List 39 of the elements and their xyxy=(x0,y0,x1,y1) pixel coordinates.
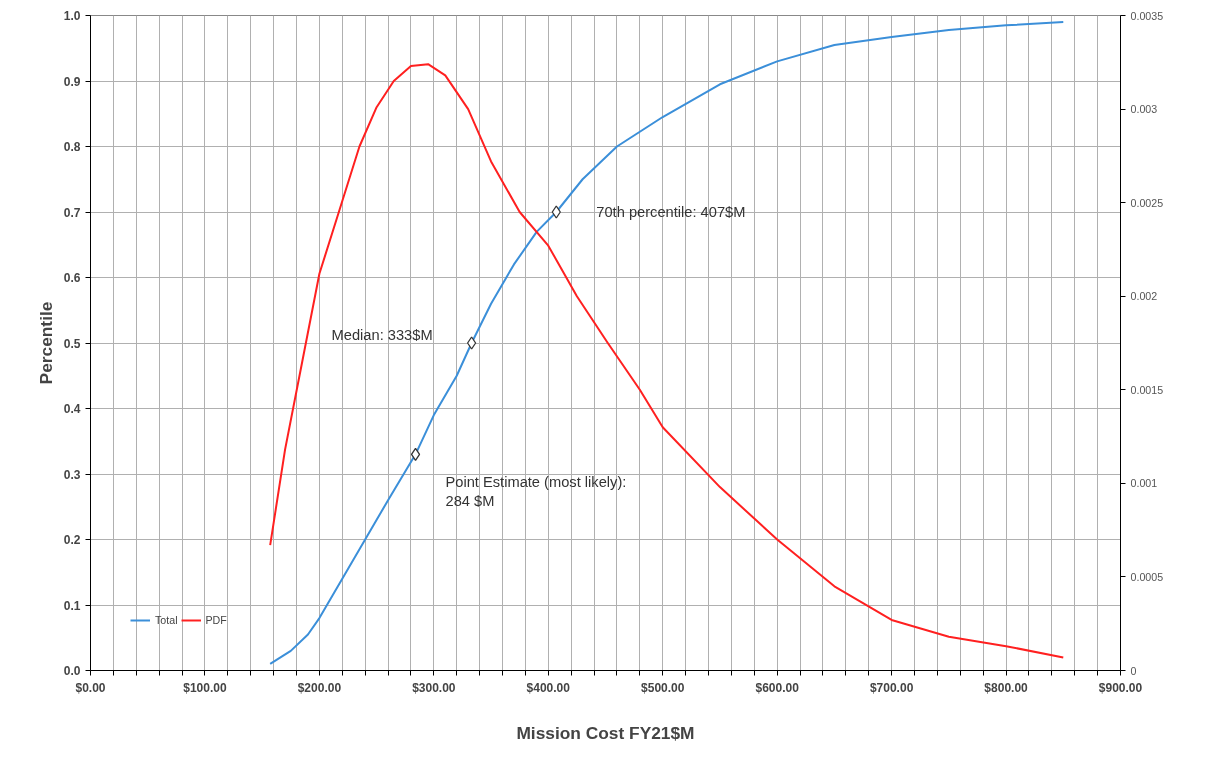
legend-label: PDF xyxy=(205,614,227,626)
y-tick-label: 0.8 xyxy=(63,140,81,154)
point xyxy=(410,447,421,461)
y-tick-label: 0.0 xyxy=(63,664,81,678)
x-tick-label: $500.00 xyxy=(641,680,685,695)
x-tick-label: $0.00 xyxy=(75,680,106,695)
x-tick-label: $300.00 xyxy=(412,680,456,695)
annotation: Median: 333$M xyxy=(331,327,433,343)
y-axis-title: Percentile xyxy=(35,301,56,385)
y-tick-label: 0.6 xyxy=(63,271,81,285)
y-tick-label: 0.3 xyxy=(63,467,81,482)
y-tick-label: 0.5 xyxy=(63,336,81,351)
x-tick-label: $900.00 xyxy=(1098,680,1143,695)
y2-tick-label: 0 xyxy=(1130,664,1137,677)
x-tick-label: $100.00 xyxy=(183,680,227,695)
x-tick-label: $400.00 xyxy=(526,680,571,695)
y2-tick-label: 0.0035 xyxy=(1130,9,1164,22)
annotation: Point Estimate (most likely): 284 $M xyxy=(445,474,627,510)
y-tick-label: 0.1 xyxy=(63,598,81,613)
y2-tick-label: 0.0025 xyxy=(1130,196,1164,209)
point xyxy=(551,205,561,219)
x-tick-label: $700.00 xyxy=(869,680,914,695)
x-tick-label: $600.00 xyxy=(755,680,800,695)
legend-label: Total xyxy=(155,614,178,626)
y2-tick-label: 0.0005 xyxy=(1130,570,1164,583)
x-tick-label: $800.00 xyxy=(984,680,1029,695)
y2-tick-label: 0.001 xyxy=(1130,477,1158,490)
y-tick-label: 0.2 xyxy=(63,533,81,547)
x-axis-title: Mission Cost FY21$M xyxy=(516,722,695,743)
y2-tick-label: 0.003 xyxy=(1130,103,1158,116)
x-tick-label: $200.00 xyxy=(297,680,342,695)
y-tick-label: 0.7 xyxy=(63,205,81,220)
point xyxy=(466,336,477,350)
y2-tick-label: 0.002 xyxy=(1130,290,1158,303)
y-tick-label: 0.4 xyxy=(63,402,81,416)
y-tick-label: 1.0 xyxy=(63,9,81,23)
y-tick-label: 0.9 xyxy=(63,74,81,89)
y2-tick-label: 0.0015 xyxy=(1130,383,1164,396)
annotation: 70th percentile: 407$M xyxy=(596,204,746,220)
